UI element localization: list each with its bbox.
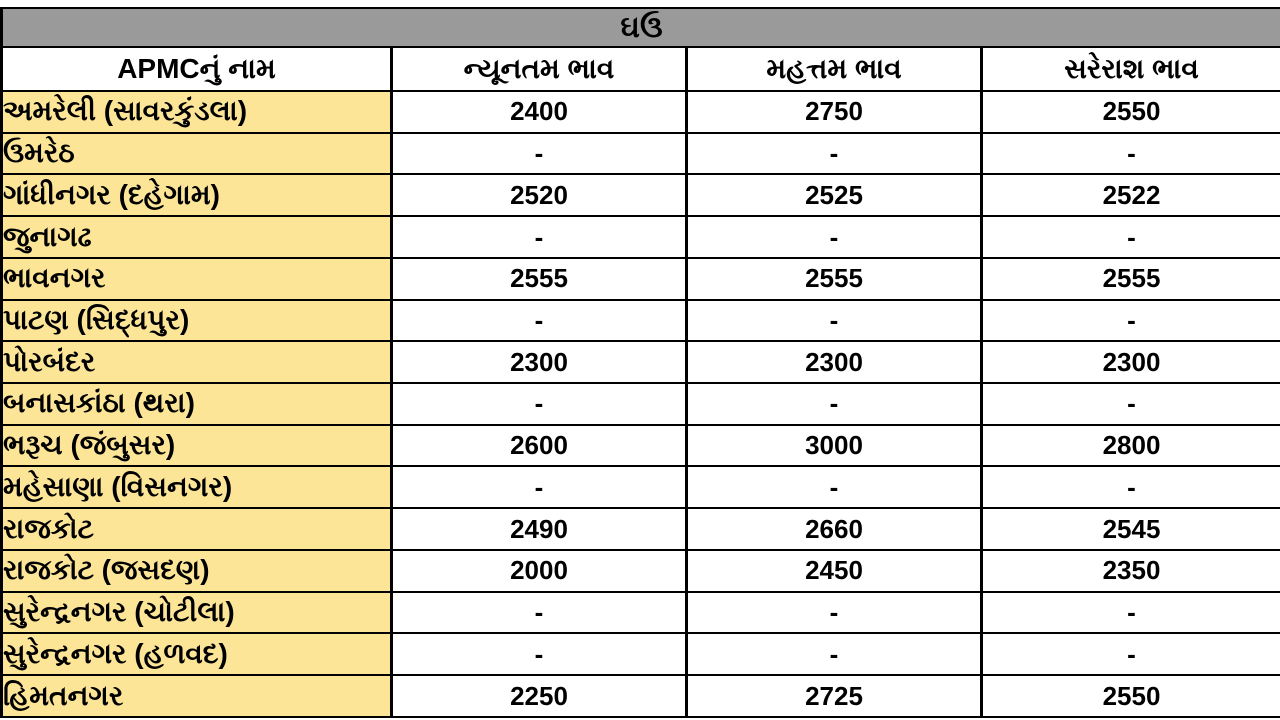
avg-price-cell: 2550 bbox=[979, 674, 1280, 718]
table-row: પાટણ (સિદ્ધપુર) - - - bbox=[0, 298, 1280, 343]
table-row: રાજકોટ 2490 2660 2545 bbox=[0, 507, 1280, 551]
avg-price-cell: - bbox=[979, 215, 1280, 259]
title-row: ઘઉં bbox=[0, 7, 1280, 48]
min-price-cell: - bbox=[390, 590, 688, 635]
max-price-cell: 3000 bbox=[685, 423, 983, 468]
table-row: ભાવનગર 2555 2555 2555 bbox=[0, 256, 1280, 301]
avg-price-cell: - bbox=[979, 131, 1280, 176]
max-price-cell: - bbox=[685, 632, 983, 677]
avg-price-cell: - bbox=[979, 465, 1280, 510]
avg-price-cell: 2800 bbox=[979, 423, 1280, 468]
apmc-name-cell: સુરેન્દ્રનગર (ચોટીલા) bbox=[0, 590, 393, 635]
min-price-cell: 2000 bbox=[390, 548, 688, 593]
apmc-name-cell: હિમતનગર bbox=[0, 674, 393, 718]
min-price-cell: 2600 bbox=[390, 423, 688, 468]
min-price-cell: - bbox=[390, 465, 688, 510]
table-row: સુરેન્દ્રનગર (હળવદ) - - - bbox=[0, 632, 1280, 677]
table-row: પોરબંદર 2300 2300 2300 bbox=[0, 340, 1280, 385]
min-price-cell: 2300 bbox=[390, 340, 688, 385]
avg-price-cell: 2545 bbox=[979, 507, 1280, 551]
max-price-cell: - bbox=[685, 465, 983, 510]
avg-price-cell: 2555 bbox=[979, 256, 1280, 301]
table-row: મહેસાણા (વિસનગર) - - - bbox=[0, 465, 1280, 510]
min-price-cell: 2490 bbox=[390, 507, 688, 551]
apmc-name-cell: પાટણ (સિદ્ધપુર) bbox=[0, 298, 393, 343]
avg-price-cell: - bbox=[979, 382, 1280, 426]
table-row: ઉમરેઠ - - - bbox=[0, 131, 1280, 176]
max-price-cell: - bbox=[685, 590, 983, 635]
avg-price-cell: 2300 bbox=[979, 340, 1280, 385]
table-row: હિમતનગર 2250 2725 2550 bbox=[0, 674, 1280, 718]
apmc-name-cell: અમરેલી (સાવરકુંડલા) bbox=[0, 90, 393, 134]
table-row: ભરૂચ (જંબુસર) 2600 3000 2800 bbox=[0, 423, 1280, 468]
table-row: ગાંધીનગર (દહેગામ) 2520 2525 2522 bbox=[0, 173, 1280, 218]
max-price-cell: - bbox=[685, 298, 983, 343]
commodity-title: ઘઉં bbox=[0, 7, 1280, 48]
avg-price-cell: 2522 bbox=[979, 173, 1280, 218]
table-row: રાજકોટ (જસદણ) 2000 2450 2350 bbox=[0, 548, 1280, 593]
apmc-name-cell: રાજકોટ bbox=[0, 507, 393, 551]
column-header-min-price: ન્યૂનતમ ભાવ bbox=[390, 46, 688, 92]
apmc-name-cell: ગાંધીનગર (દહેગામ) bbox=[0, 173, 393, 218]
min-price-cell: - bbox=[390, 298, 688, 343]
max-price-cell: 2750 bbox=[685, 90, 983, 134]
min-price-cell: - bbox=[390, 632, 688, 677]
max-price-cell: - bbox=[685, 215, 983, 259]
max-price-cell: 2725 bbox=[685, 674, 983, 718]
min-price-cell: - bbox=[390, 382, 688, 426]
column-header-max-price: મહત્તમ ભાવ bbox=[685, 46, 983, 92]
table-row: અમરેલી (સાવરકુંડલા) 2400 2750 2550 bbox=[0, 90, 1280, 134]
avg-price-cell: 2550 bbox=[979, 90, 1280, 134]
apmc-name-cell: ભરૂચ (જંબુસર) bbox=[0, 423, 393, 468]
min-price-cell: - bbox=[390, 131, 688, 176]
apmc-name-cell: ઉમરેઠ bbox=[0, 131, 393, 176]
max-price-cell: - bbox=[685, 131, 983, 176]
max-price-cell: 2555 bbox=[685, 256, 983, 301]
apmc-name-cell: પોરબંદર bbox=[0, 340, 393, 385]
apmc-price-table: ઘઉં APMCનું નામ ન્યૂનતમ ભાવ મહત્તમ ભાવ સ… bbox=[0, 7, 1280, 718]
apmc-name-cell: રાજકોટ (જસદણ) bbox=[0, 548, 393, 593]
column-header-apmc-name: APMCનું નામ bbox=[0, 46, 393, 92]
max-price-cell: 2300 bbox=[685, 340, 983, 385]
max-price-cell: 2450 bbox=[685, 548, 983, 593]
avg-price-cell: 2350 bbox=[979, 548, 1280, 593]
header-row: APMCનું નામ ન્યૂનતમ ભાવ મહત્તમ ભાવ સરેરા… bbox=[0, 46, 1280, 92]
table-row: સુરેન્દ્રનગર (ચોટીલા) - - - bbox=[0, 590, 1280, 635]
table-row: બનાસકાંઠા (થરા) - - - bbox=[0, 382, 1280, 426]
min-price-cell: - bbox=[390, 215, 688, 259]
min-price-cell: 2250 bbox=[390, 674, 688, 718]
min-price-cell: 2520 bbox=[390, 173, 688, 218]
apmc-name-cell: બનાસકાંઠા (થરા) bbox=[0, 382, 393, 426]
avg-price-cell: - bbox=[979, 590, 1280, 635]
max-price-cell: - bbox=[685, 382, 983, 426]
apmc-name-cell: સુરેન્દ્રનગર (હળવદ) bbox=[0, 632, 393, 677]
apmc-name-cell: ભાવનગર bbox=[0, 256, 393, 301]
max-price-cell: 2660 bbox=[685, 507, 983, 551]
max-price-cell: 2525 bbox=[685, 173, 983, 218]
apmc-name-cell: મહેસાણા (વિસનગર) bbox=[0, 465, 393, 510]
avg-price-cell: - bbox=[979, 632, 1280, 677]
min-price-cell: 2400 bbox=[390, 90, 688, 134]
avg-price-cell: - bbox=[979, 298, 1280, 343]
min-price-cell: 2555 bbox=[390, 256, 688, 301]
table-row: જુનાગઢ - - - bbox=[0, 215, 1280, 259]
apmc-name-cell: જુનાગઢ bbox=[0, 215, 393, 259]
column-header-avg-price: સરેરાશ ભાવ bbox=[979, 46, 1280, 92]
